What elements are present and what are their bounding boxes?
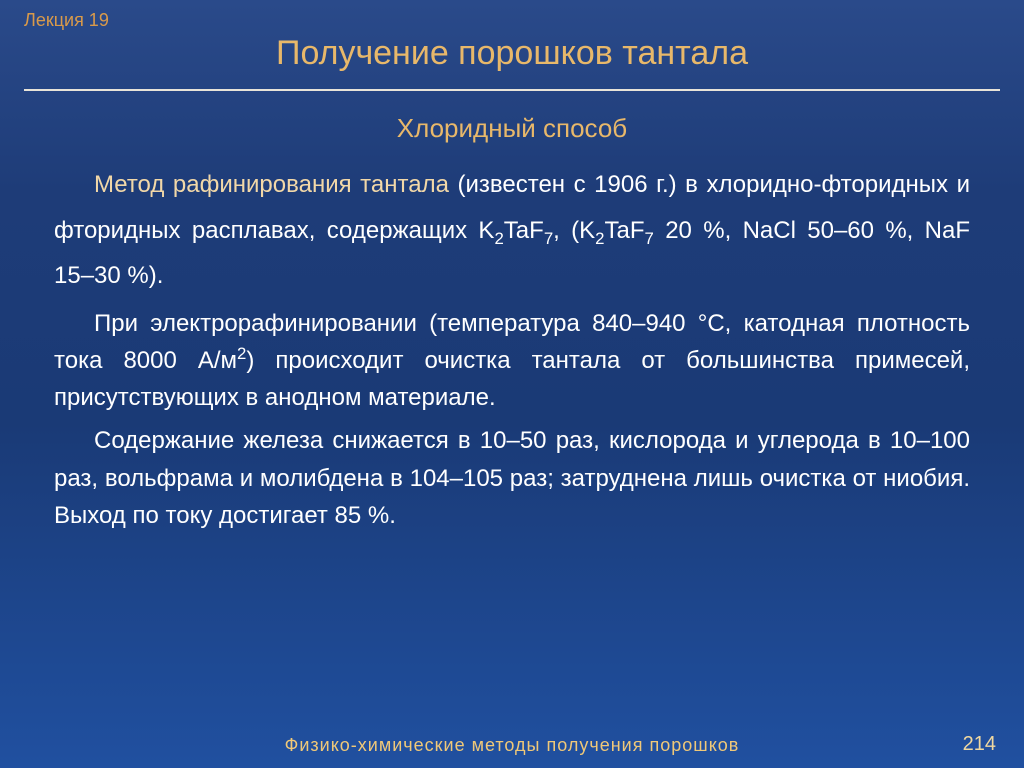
- sub-7a: 7: [544, 228, 553, 247]
- sub-7b: 7: [645, 228, 654, 247]
- slide-title: Получение порошков тантала: [0, 0, 1024, 73]
- page-number: 214: [963, 733, 996, 756]
- lecture-label: Лекция 19: [24, 10, 109, 31]
- paragraph-3: Содержание железа снижается в 10–50 раз,…: [54, 422, 970, 534]
- p3-text: Содержание железа снижается в 10–50 раз,…: [54, 427, 970, 528]
- paragraph-1: Метод рафинирования тантала (известен с …: [54, 162, 970, 299]
- sub-2b: 2: [595, 228, 604, 247]
- paragraph-2: При электрорафинировании (температура 84…: [54, 305, 970, 417]
- p1-highlight: Метод рафинирования тантала: [94, 171, 449, 198]
- slide-content: Хлоридный способ Метод рафинирования тан…: [0, 91, 1024, 534]
- sup-2: 2: [237, 344, 246, 363]
- p1-text-d: TaF: [605, 217, 645, 244]
- p1-text-b: TaF: [504, 217, 544, 244]
- footer-text: Физико-химические методы получения порош…: [0, 735, 1024, 756]
- section-subtitle: Хлоридный способ: [54, 113, 970, 144]
- sub-2a: 2: [494, 228, 503, 247]
- p1-text-c: , (K: [553, 217, 595, 244]
